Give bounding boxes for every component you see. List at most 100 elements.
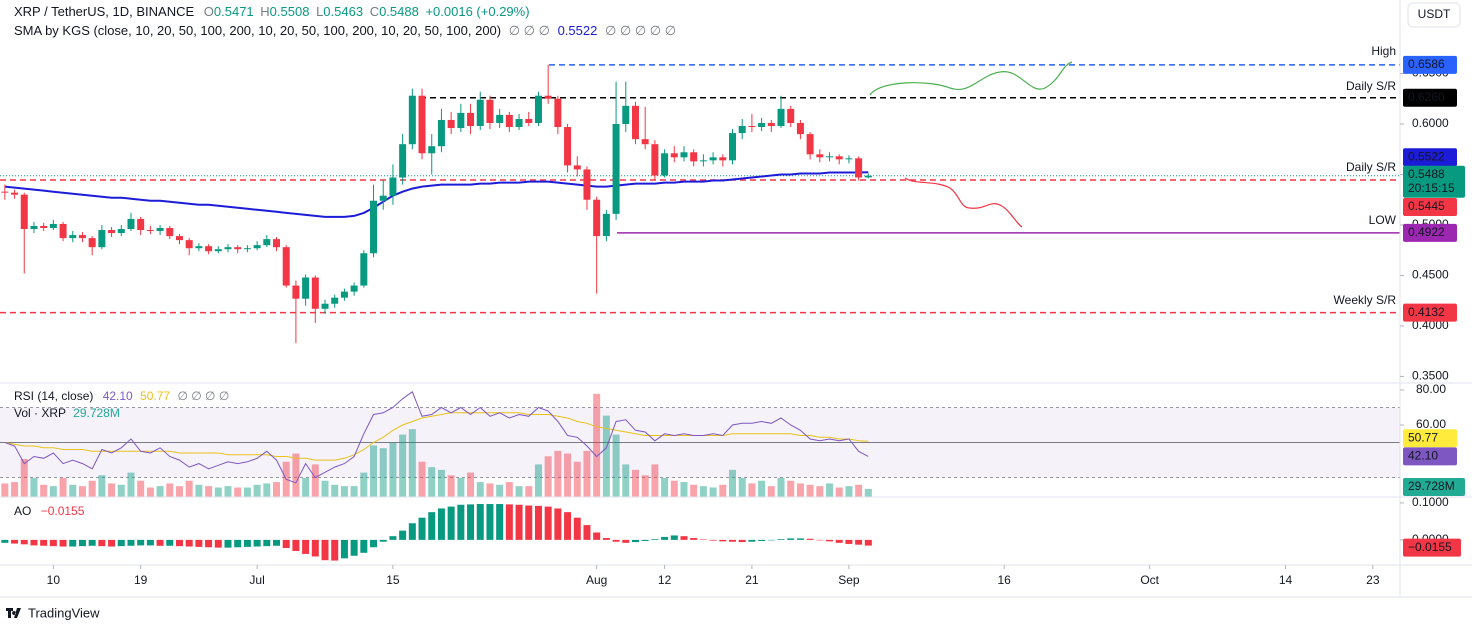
volume-bar	[224, 486, 232, 497]
ao-value: −0.0155	[41, 504, 85, 518]
ao-bar	[185, 539, 193, 547]
candle-body	[331, 297, 339, 304]
ao-bar	[486, 504, 494, 540]
volume-bar	[273, 482, 281, 497]
volume-bar	[476, 482, 484, 497]
ao-bar	[30, 539, 38, 546]
candle-body	[282, 247, 290, 286]
volume-bar	[340, 486, 348, 497]
volume-bar	[418, 461, 426, 497]
sma-nulls: ∅ ∅ ∅ ∅ ∅	[605, 23, 676, 38]
price-tag-label: 20:15:15	[1408, 181, 1455, 195]
candle-body	[127, 218, 135, 230]
currency-button[interactable]	[1407, 2, 1461, 28]
level-name: LOW	[1369, 213, 1397, 227]
volume-bar	[670, 480, 678, 497]
ao-tick-label: 0.1000	[1412, 495, 1449, 509]
volume-bar	[758, 480, 766, 497]
y-tick-label: 0.4500	[1412, 268, 1449, 282]
level-tag	[1403, 198, 1457, 217]
drawing-green	[869, 61, 1073, 96]
x-tick-label: 23	[1366, 573, 1380, 587]
ao-bar	[292, 539, 300, 551]
ao-bar	[263, 539, 271, 547]
ao-bar	[20, 539, 28, 545]
candle-body	[661, 153, 669, 176]
candle-body	[777, 108, 785, 127]
volume-name: Vol · XRP	[14, 406, 66, 420]
volume-bar	[816, 486, 824, 497]
volume-bar	[234, 487, 242, 497]
candle-body	[602, 213, 610, 237]
ao-bar	[496, 504, 504, 540]
level-tag	[1403, 88, 1457, 107]
candle-body	[515, 118, 523, 128]
candle-body	[564, 127, 572, 166]
ao-name: AO	[14, 504, 31, 518]
candle-body	[11, 192, 19, 195]
symbol: XRP / TetherUS, 1D, BINANCE	[14, 4, 194, 19]
ao-bar	[593, 532, 601, 540]
rsi-ma-value: 50.77	[140, 389, 170, 403]
ao-bar	[428, 512, 436, 540]
volume-bar	[651, 464, 659, 497]
x-tick-label: 21	[745, 573, 759, 587]
ao-bar	[729, 539, 737, 542]
candle-body	[40, 225, 48, 229]
volume-value: 29.728M	[73, 406, 120, 420]
candle-body	[350, 285, 358, 292]
candle-body	[311, 277, 319, 309]
candle-body	[360, 253, 368, 286]
volume-bar	[729, 469, 737, 497]
currency-label[interactable]: USDT	[1418, 7, 1451, 21]
candle-body	[505, 114, 513, 128]
ao-bar	[243, 539, 251, 547]
volume-bar	[583, 450, 591, 497]
volume-bar	[156, 486, 164, 497]
ao-bar	[370, 539, 378, 548]
ao-bar	[214, 539, 222, 548]
rsi-name: RSI (14, close)	[14, 389, 93, 403]
volume-bar	[399, 434, 407, 497]
candle-body	[214, 249, 222, 252]
candle-body	[699, 160, 707, 162]
x-tick-label: 19	[134, 573, 148, 587]
candle-body	[845, 158, 853, 160]
ao-bar	[845, 539, 853, 544]
candle-body	[20, 194, 28, 230]
sma-nulls: ∅ ∅ ∅	[509, 23, 550, 38]
ao-bar	[224, 539, 232, 548]
rsi-tag-label: 42.10	[1408, 449, 1438, 463]
level-name: Daily S/R	[1346, 79, 1396, 93]
volume-bar	[69, 484, 77, 497]
volume-bar	[467, 472, 475, 497]
ao-bar	[399, 530, 407, 540]
ao-bar	[117, 539, 125, 547]
candle-body	[583, 169, 591, 200]
volume-bar	[845, 486, 853, 497]
ao-bar	[350, 539, 358, 556]
candle-body	[156, 228, 164, 232]
candle-body	[321, 303, 329, 309]
candle-body	[175, 236, 183, 241]
ao-bar	[835, 539, 843, 543]
y-tick-label: 0.3500	[1412, 369, 1449, 383]
volume-bar	[127, 472, 135, 497]
volume-bar	[564, 453, 572, 497]
x-tick-label: Jul	[249, 573, 264, 587]
ao-bar	[166, 539, 174, 546]
level-tag-label: 0.6260	[1408, 90, 1445, 104]
level-tag	[1403, 55, 1457, 74]
ao-bar	[331, 539, 339, 561]
candle-body	[641, 139, 649, 145]
volume-bar	[602, 415, 610, 497]
volume-bar	[447, 475, 455, 497]
volume-bar	[78, 486, 86, 497]
ao-bar	[525, 505, 533, 540]
volume-bar	[525, 486, 533, 497]
volume-bar	[49, 486, 57, 497]
ao-bar	[787, 538, 795, 540]
candle-body	[787, 108, 795, 123]
x-tick-label: Aug	[586, 573, 607, 587]
